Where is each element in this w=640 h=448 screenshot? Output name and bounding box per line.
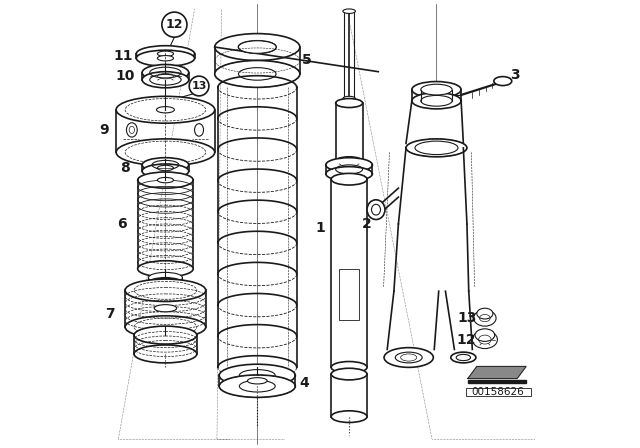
Text: 12: 12 <box>456 332 476 347</box>
Polygon shape <box>468 366 526 379</box>
Ellipse shape <box>157 56 173 61</box>
Text: 3: 3 <box>510 68 520 82</box>
Ellipse shape <box>142 164 189 178</box>
Bar <box>466 388 531 396</box>
Text: 7: 7 <box>104 306 115 321</box>
Text: 10: 10 <box>115 69 135 83</box>
Ellipse shape <box>371 204 380 215</box>
Ellipse shape <box>215 60 300 87</box>
Ellipse shape <box>157 177 173 183</box>
Ellipse shape <box>336 157 362 166</box>
Ellipse shape <box>157 51 173 56</box>
Ellipse shape <box>239 68 276 80</box>
Bar <box>339 269 359 320</box>
Text: 1: 1 <box>315 221 325 236</box>
Ellipse shape <box>239 41 276 53</box>
Ellipse shape <box>215 34 300 60</box>
Ellipse shape <box>451 352 476 363</box>
Ellipse shape <box>477 308 493 319</box>
Ellipse shape <box>142 72 189 88</box>
Ellipse shape <box>125 316 206 338</box>
Text: 9: 9 <box>99 123 108 137</box>
Ellipse shape <box>219 375 296 397</box>
Text: 00158626: 00158626 <box>472 387 524 397</box>
Text: 11: 11 <box>113 49 132 63</box>
Ellipse shape <box>474 310 496 326</box>
Ellipse shape <box>239 380 275 392</box>
Ellipse shape <box>134 345 197 363</box>
Ellipse shape <box>456 354 470 361</box>
Text: 12: 12 <box>166 18 183 31</box>
Ellipse shape <box>154 305 177 312</box>
Text: 6: 6 <box>116 217 126 231</box>
Ellipse shape <box>421 95 452 106</box>
Circle shape <box>162 12 187 37</box>
Ellipse shape <box>384 348 433 367</box>
Ellipse shape <box>332 362 367 373</box>
Ellipse shape <box>159 278 172 283</box>
Ellipse shape <box>421 84 452 95</box>
Ellipse shape <box>326 167 372 181</box>
Ellipse shape <box>336 99 362 108</box>
Ellipse shape <box>475 329 495 341</box>
Ellipse shape <box>116 96 215 123</box>
Text: 13: 13 <box>457 311 477 325</box>
Ellipse shape <box>136 50 195 66</box>
Text: 5: 5 <box>301 53 312 68</box>
Ellipse shape <box>332 173 367 185</box>
Ellipse shape <box>412 82 461 98</box>
Ellipse shape <box>326 158 372 172</box>
Ellipse shape <box>116 139 215 166</box>
Text: 8: 8 <box>120 161 130 175</box>
Ellipse shape <box>125 279 206 302</box>
Ellipse shape <box>138 261 193 277</box>
Text: 4: 4 <box>300 376 309 390</box>
Ellipse shape <box>248 378 267 384</box>
Ellipse shape <box>239 41 276 53</box>
Ellipse shape <box>396 352 422 363</box>
Ellipse shape <box>127 123 137 137</box>
Ellipse shape <box>472 331 497 349</box>
Ellipse shape <box>157 165 173 171</box>
Ellipse shape <box>367 200 385 220</box>
Ellipse shape <box>148 278 182 289</box>
Polygon shape <box>468 380 526 383</box>
Ellipse shape <box>148 272 182 283</box>
Ellipse shape <box>136 46 195 62</box>
Circle shape <box>189 76 209 96</box>
Ellipse shape <box>239 370 275 381</box>
Ellipse shape <box>343 9 355 13</box>
Ellipse shape <box>134 326 197 344</box>
Ellipse shape <box>332 368 367 380</box>
Ellipse shape <box>138 172 193 188</box>
Ellipse shape <box>219 364 296 387</box>
Ellipse shape <box>142 158 189 172</box>
Ellipse shape <box>195 124 204 136</box>
Ellipse shape <box>406 139 467 157</box>
Text: 13: 13 <box>191 81 207 91</box>
Ellipse shape <box>412 93 461 109</box>
Ellipse shape <box>494 77 512 86</box>
Text: 2: 2 <box>362 217 372 231</box>
Ellipse shape <box>332 411 367 422</box>
Ellipse shape <box>343 96 355 101</box>
Ellipse shape <box>142 65 189 81</box>
Ellipse shape <box>156 107 174 113</box>
